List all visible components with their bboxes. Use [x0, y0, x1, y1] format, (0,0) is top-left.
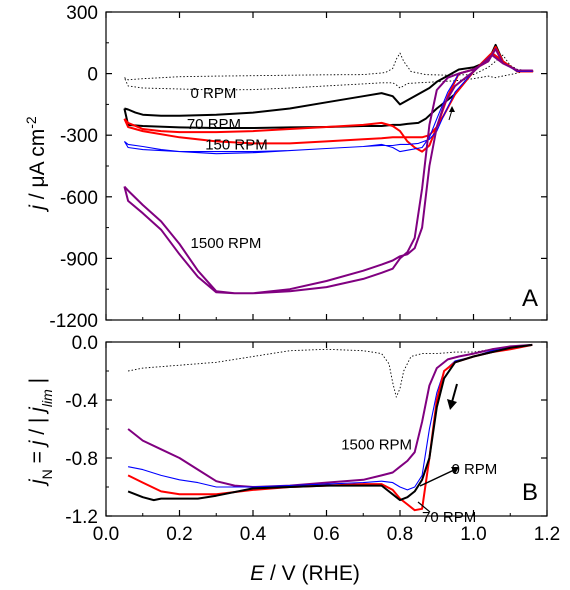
series-annotation: 1500 RPM	[191, 235, 262, 252]
panel-b-frame	[105, 341, 548, 517]
x-tick-label: 0.0	[93, 524, 119, 545]
label-pointer-70rpm	[417, 501, 431, 513]
series-annotation: 1500 RPM	[341, 436, 412, 453]
y-tick-label: 0	[87, 65, 98, 86]
series-annotation: 0 RPM	[451, 461, 497, 478]
y-tick-label: 300	[66, 3, 98, 24]
x-tick-label: 0.8	[387, 524, 413, 545]
panel-a-ticks: 300 0 -300 -600 -900 -1200	[49, 3, 548, 332]
series-annotation: 0 RPM	[191, 85, 237, 102]
panel-a-letter: A	[522, 285, 538, 312]
panel-a-y-axis-title: j / μA cm-2	[23, 116, 49, 213]
scan-direction-arrow-a	[448, 106, 455, 121]
series-line-0-rpm	[127, 343, 533, 502]
panel-b-y-axis-title: jN = j / | jlim |	[26, 378, 55, 487]
x-tick-label: 1.0	[460, 524, 486, 545]
x-tick-label: 0.6	[313, 524, 339, 545]
series-line-1500-rpm	[123, 48, 534, 295]
series-annotation: 70 RPM	[187, 116, 241, 133]
series-line-150-rpm	[127, 344, 533, 491]
y-tick-label: -0.4	[65, 391, 98, 412]
y-tick-label: -300	[60, 126, 98, 147]
x-tick-label: 0.2	[166, 524, 192, 545]
y-tick-label: -600	[60, 188, 98, 209]
series-line-0-rpm	[123, 43, 534, 129]
panel-b-series	[127, 343, 533, 512]
y-tick-label: 0.0	[72, 333, 98, 354]
panel-b-annotations: 1500 RPM 0 RPM 70 RPM	[341, 436, 497, 526]
series-annotation: 70 RPM	[422, 509, 476, 526]
y-tick-label: -0.8	[65, 449, 98, 470]
label-pointer-0rpm	[419, 467, 459, 487]
series-line-reference	[128, 344, 529, 398]
series-annotation: 150 RPM	[205, 137, 268, 154]
y-tick-label: -1.2	[65, 507, 98, 528]
x-tick-label: 0.4	[240, 524, 267, 545]
scan-direction-arrow-b-down	[447, 383, 458, 410]
panel-b-ticks: 0.0-0.4-0.8-1.20.0 0.2 0.4 0.6 0.8 1.0 1.2	[65, 333, 560, 545]
x-axis-title: E / V (RHE)	[250, 562, 360, 585]
series-line-70-rpm	[123, 45, 534, 153]
panel-a-series	[123, 43, 534, 295]
y-tick-label: -900	[60, 249, 98, 270]
panel-a-frame	[105, 11, 548, 321]
panel-b-letter: B	[522, 479, 538, 506]
x-tick-label: 1.2	[534, 524, 560, 545]
panel-a-annotations: 0 RPM 70 RPM 150 RPM 1500 RPM	[187, 85, 268, 252]
y-tick-label: -1200	[49, 311, 98, 332]
series-line-1500-rpm	[127, 343, 533, 488]
